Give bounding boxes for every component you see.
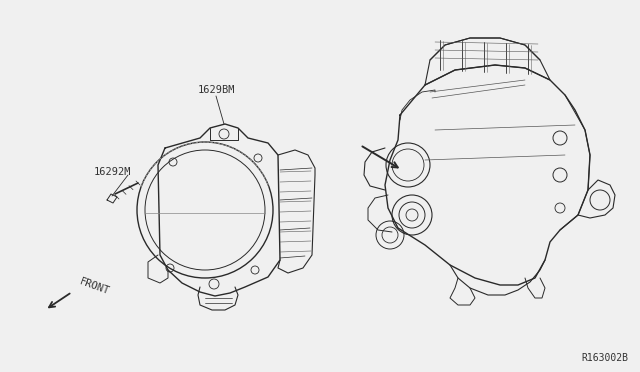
Text: 1629BM: 1629BM [197, 85, 235, 95]
Text: 16292M: 16292M [93, 167, 131, 177]
Text: FRONT: FRONT [78, 277, 111, 297]
Text: R163002B: R163002B [581, 353, 628, 363]
